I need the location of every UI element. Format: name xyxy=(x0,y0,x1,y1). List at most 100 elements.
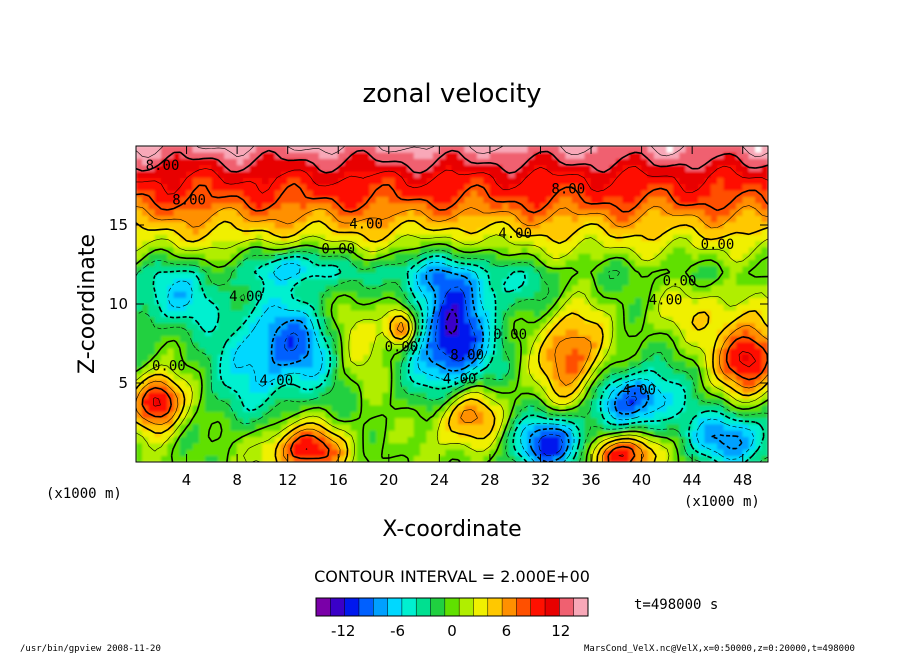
field-cell xyxy=(464,385,472,393)
field-cell xyxy=(761,202,768,210)
field-cell xyxy=(136,310,143,317)
field-cell xyxy=(502,430,510,438)
field-cell xyxy=(236,347,244,355)
field-cell xyxy=(445,411,453,419)
field-cell xyxy=(401,164,409,172)
field-cell xyxy=(742,303,750,311)
field-cell xyxy=(255,341,263,349)
field-cell xyxy=(154,253,162,261)
field-cell xyxy=(154,259,162,267)
field-cell xyxy=(691,366,699,374)
field-cell xyxy=(224,170,232,178)
field-cell xyxy=(729,341,737,349)
field-cell xyxy=(729,291,737,298)
field-cell xyxy=(540,455,548,462)
field-cell xyxy=(420,354,428,362)
field-cell xyxy=(571,303,579,311)
field-cell xyxy=(660,310,668,317)
field-cell xyxy=(761,240,768,248)
field-cell xyxy=(255,183,263,191)
field-cell xyxy=(394,177,402,185)
field-cell xyxy=(407,442,415,450)
field-cell xyxy=(388,215,396,223)
field-cell xyxy=(723,253,731,261)
field-cell xyxy=(439,146,446,153)
field-cell xyxy=(325,284,333,292)
field-cell xyxy=(729,227,737,235)
field-cell xyxy=(363,328,371,336)
field-cell xyxy=(262,392,270,400)
field-cell xyxy=(198,449,206,456)
field-cell xyxy=(634,189,642,197)
field-cell xyxy=(571,360,579,368)
field-cell xyxy=(691,170,699,178)
field-cell xyxy=(350,404,358,412)
field-cell xyxy=(571,177,579,185)
field-cell xyxy=(584,272,592,280)
field-cell xyxy=(533,430,541,438)
field-cell xyxy=(293,189,301,197)
field-cell xyxy=(382,265,390,273)
field-cell xyxy=(287,234,295,242)
field-cell xyxy=(641,322,649,330)
field-cell xyxy=(578,430,586,438)
field-cell xyxy=(142,240,149,248)
field-cell xyxy=(167,310,175,317)
field-cell xyxy=(616,253,623,261)
field-cell xyxy=(565,208,573,216)
field-cell xyxy=(224,158,232,166)
field-cell xyxy=(666,385,674,393)
field-cell xyxy=(590,379,598,387)
field-cell xyxy=(211,196,219,204)
field-cell xyxy=(142,189,149,197)
field-cell xyxy=(552,284,560,292)
field-cell xyxy=(375,253,383,261)
field-cell xyxy=(578,310,586,317)
field-cell xyxy=(382,164,390,172)
field-cell xyxy=(672,146,680,153)
field-cell xyxy=(211,303,219,311)
field-cell xyxy=(344,278,352,286)
field-cell xyxy=(571,234,579,242)
field-cell xyxy=(470,272,478,280)
field-cell xyxy=(401,341,409,349)
field-cell xyxy=(331,202,339,210)
field-cell xyxy=(458,449,465,456)
field-cell xyxy=(224,221,232,229)
field-cell xyxy=(755,436,762,444)
field-cell xyxy=(521,146,529,153)
field-cell xyxy=(255,449,263,456)
field-cell xyxy=(672,455,680,462)
field-cell xyxy=(249,373,257,381)
field-cell xyxy=(255,455,263,462)
field-cell xyxy=(287,423,295,431)
field-cell xyxy=(312,442,320,450)
field-cell xyxy=(584,202,592,210)
field-cell xyxy=(142,379,149,387)
field-cell xyxy=(736,303,744,311)
field-cell xyxy=(476,284,484,292)
field-cell xyxy=(527,449,535,456)
field-cell xyxy=(533,152,541,159)
field-cell xyxy=(691,177,699,185)
field-cell xyxy=(609,341,617,349)
field-cell xyxy=(401,360,409,368)
field-cell xyxy=(514,146,522,153)
field-cell xyxy=(160,404,168,412)
field-cell xyxy=(300,215,307,223)
field-cell xyxy=(205,385,213,393)
field-cell xyxy=(736,430,744,438)
field-cell xyxy=(609,146,617,153)
field-cell xyxy=(142,146,149,153)
field-cell xyxy=(205,417,213,425)
field-cell xyxy=(230,265,238,273)
field-cell xyxy=(521,366,529,374)
field-cell xyxy=(306,152,314,159)
field-cell xyxy=(527,291,535,298)
field-cell xyxy=(300,430,307,438)
field-cell xyxy=(628,158,636,166)
field-cell xyxy=(565,335,573,343)
field-cell xyxy=(148,366,156,374)
field-cell xyxy=(552,455,560,462)
field-cell xyxy=(597,152,604,159)
